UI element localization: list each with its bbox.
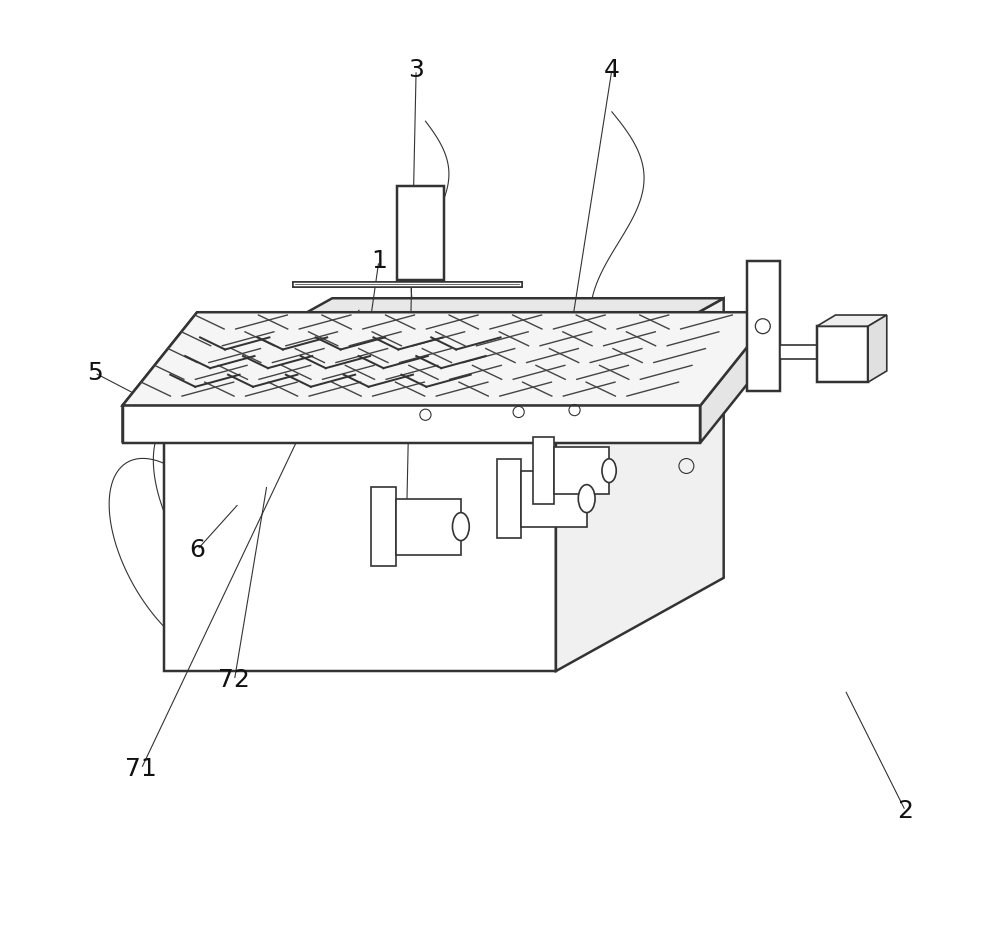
Polygon shape bbox=[396, 499, 461, 555]
Text: 4: 4 bbox=[604, 58, 620, 82]
Polygon shape bbox=[533, 437, 554, 504]
Polygon shape bbox=[556, 298, 724, 671]
Text: 72: 72 bbox=[218, 668, 250, 692]
Ellipse shape bbox=[602, 459, 616, 483]
Polygon shape bbox=[747, 261, 780, 391]
Polygon shape bbox=[521, 471, 587, 527]
Polygon shape bbox=[371, 487, 396, 566]
Polygon shape bbox=[497, 459, 521, 538]
Polygon shape bbox=[554, 447, 609, 494]
Polygon shape bbox=[780, 345, 817, 359]
Polygon shape bbox=[164, 298, 724, 391]
Polygon shape bbox=[123, 312, 775, 405]
Polygon shape bbox=[817, 326, 868, 382]
Polygon shape bbox=[164, 391, 556, 671]
Polygon shape bbox=[123, 312, 197, 443]
Text: 71: 71 bbox=[125, 757, 157, 781]
Ellipse shape bbox=[387, 513, 404, 541]
Polygon shape bbox=[868, 315, 887, 382]
Text: 6: 6 bbox=[189, 538, 205, 562]
Polygon shape bbox=[123, 405, 700, 443]
Ellipse shape bbox=[547, 459, 561, 483]
Ellipse shape bbox=[513, 485, 530, 513]
Text: 1: 1 bbox=[371, 249, 387, 273]
Text: 5: 5 bbox=[87, 361, 102, 385]
Polygon shape bbox=[700, 312, 775, 443]
Ellipse shape bbox=[452, 513, 469, 541]
Text: 3: 3 bbox=[408, 58, 424, 82]
Polygon shape bbox=[817, 315, 887, 326]
Polygon shape bbox=[397, 186, 444, 280]
Ellipse shape bbox=[578, 485, 595, 513]
Text: 2: 2 bbox=[897, 799, 913, 823]
